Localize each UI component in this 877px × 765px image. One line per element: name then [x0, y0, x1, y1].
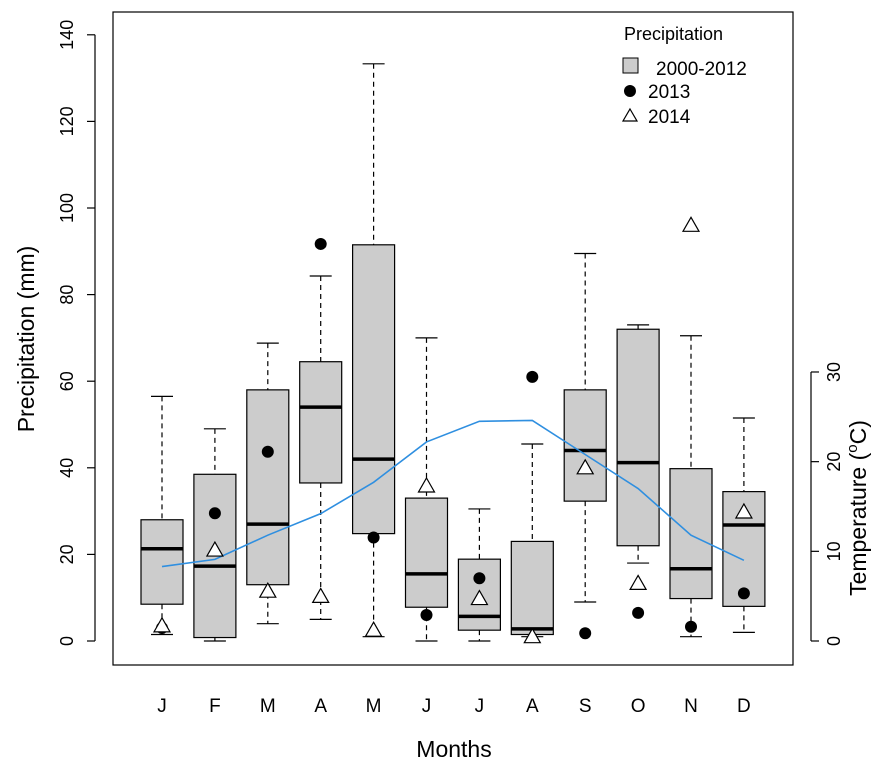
point-2014 [152, 616, 172, 633]
x-axis-tick-label: A [314, 696, 327, 717]
x-axis-tick-label: J [475, 696, 485, 717]
x-axis-tick-label: O [631, 696, 646, 717]
x-axis-tick-label: M [366, 696, 382, 717]
y-axis-tick-label: 0 [57, 636, 77, 646]
y-axis-tick-label: 80 [57, 285, 77, 305]
boxplot-month [193, 428, 237, 642]
boxplot-month [404, 337, 449, 642]
y-axis-tick-label: 120 [57, 106, 77, 136]
boxplot-month [246, 342, 290, 625]
x-axis-tick-label: J [422, 696, 432, 717]
point-2013 [685, 620, 697, 633]
legend-title: Precipitation [624, 24, 723, 44]
box-iqr [299, 361, 343, 484]
point-2014 [681, 216, 701, 232]
boxplot-month [140, 395, 184, 636]
point-2014 [523, 627, 542, 644]
point-2013 [737, 587, 750, 600]
y2-axis-title-base: Temperature ( [845, 452, 871, 596]
box-iqr [722, 491, 766, 607]
x-axis-tick-label: N [684, 696, 698, 717]
point-2014 [576, 458, 595, 475]
point-2013 [261, 445, 274, 458]
box-iqr [140, 519, 184, 605]
y2-axis-title-end: C) [845, 420, 871, 444]
point-2013 [473, 572, 486, 585]
point-2013 [420, 609, 433, 622]
legend-label-2014: 2014 [648, 107, 691, 128]
y-axis-tick-label: 40 [57, 458, 77, 478]
boxplot-month [669, 335, 713, 638]
x-axis-title: Months [416, 736, 491, 762]
y-axis-tick-label: 20 [57, 544, 77, 564]
point-2014 [470, 589, 489, 606]
plot-layer: 0 20 40 60 80 100 120 140 0 10 20 30 J F M A M J J A S O N D [57, 11, 844, 717]
box-iqr [510, 540, 554, 636]
y2-axis-tick-label: 20 [824, 452, 844, 472]
y-axis-title: Precipitation (mm) [13, 246, 39, 433]
y2-axis-title-superscript: o [844, 444, 861, 452]
boxplot-month [352, 63, 396, 638]
boxplot-month [299, 275, 343, 620]
legend-label-2000-2012: 2000-2012 [656, 59, 747, 80]
point-2014 [417, 476, 436, 493]
boxplot-month [722, 417, 766, 633]
plot-frame [112, 11, 794, 666]
y-axis-tick-label: 140 [57, 20, 77, 50]
y2-axis-title: Temperature (oC) [844, 420, 871, 596]
boxplot-month [457, 508, 501, 642]
x-axis-tick-label: F [209, 696, 221, 717]
legend-2014-marker [621, 107, 639, 122]
box-iqr [404, 497, 449, 608]
x-axis-tick-label: S [579, 696, 592, 717]
legend-label-2013: 2013 [648, 82, 690, 103]
boxplot-month [616, 324, 660, 564]
legend: Precipitation 2000-2012 2013 2014 [621, 24, 747, 128]
legend-2013-marker [624, 85, 636, 97]
point-2014 [205, 540, 224, 557]
point-2013 [367, 531, 380, 544]
point-2013 [208, 507, 221, 520]
y2-axis-tick-label: 30 [824, 362, 844, 382]
point-2013 [526, 370, 539, 383]
y-axis-tick-label: 60 [57, 371, 77, 391]
y2-axis-tick-label: 0 [824, 636, 844, 646]
legend-box-swatch [622, 57, 639, 74]
x-axis-tick-label: M [260, 696, 276, 717]
temperature-line [161, 419, 745, 568]
point-2014 [364, 620, 383, 637]
y-axis-tick-label: 100 [57, 193, 77, 223]
point-2013 [314, 237, 327, 250]
point-2014 [629, 574, 648, 591]
box-iqr [457, 558, 501, 631]
point-2014 [258, 581, 277, 598]
y2-axis-tick-label: 10 [824, 541, 844, 561]
point-2014 [311, 587, 330, 604]
boxplot-month [510, 443, 554, 638]
point-2013 [632, 606, 645, 619]
point-2014 [734, 502, 753, 519]
x-axis-tick-label: A [526, 696, 539, 717]
x-axis-tick-label: D [737, 696, 751, 717]
box-iqr [616, 328, 660, 547]
box-iqr [352, 244, 396, 535]
box-iqr [669, 468, 713, 600]
boxplot-month [563, 252, 607, 603]
point-2013 [579, 627, 592, 640]
box-iqr [246, 389, 290, 586]
x-axis-tick-label: J [157, 696, 167, 717]
